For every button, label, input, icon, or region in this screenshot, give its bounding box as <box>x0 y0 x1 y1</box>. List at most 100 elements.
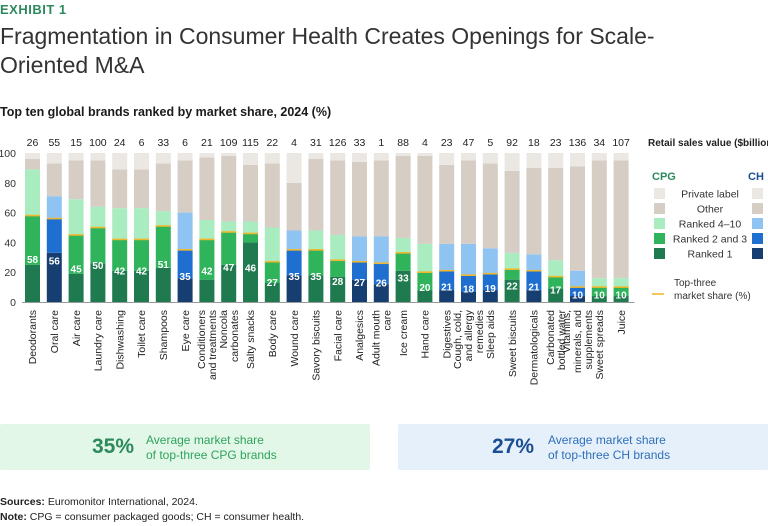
chart-subtitle: Top ten global brands ranked by market s… <box>0 105 332 119</box>
bar-segment <box>395 155 411 238</box>
top-three-share-label: 21 <box>528 282 540 293</box>
bar-segment <box>330 234 346 261</box>
retail-sales-label: 15 <box>70 137 82 149</box>
bar-segment <box>46 163 62 197</box>
top-three-share-label: 47 <box>223 263 235 274</box>
category-label-line: carbonates <box>229 310 241 362</box>
bar-segment <box>330 153 346 161</box>
bar-segment <box>439 243 455 271</box>
legend-swatch-ch <box>752 248 763 259</box>
category-label: Noncolacarbonates <box>218 310 241 362</box>
bar-segment <box>134 270 149 302</box>
category-label-line: remedies <box>474 310 486 353</box>
legend-swatch-cpg <box>654 188 665 199</box>
bar-segment <box>570 296 585 302</box>
category-label-line: Sweet spreads <box>594 310 606 379</box>
retail-sales-label: 4 <box>291 137 297 149</box>
top-three-share-label: 42 <box>201 267 213 278</box>
top-three-share-label: 10 <box>572 291 584 302</box>
bar-segment <box>308 275 324 302</box>
bar-segment <box>199 153 215 158</box>
bar-segment <box>286 249 302 276</box>
category-label: Adult mouthcare <box>370 310 393 366</box>
bar-segment <box>591 296 607 302</box>
category-label-line: Body care <box>267 310 279 357</box>
bar-segment <box>395 252 411 271</box>
bar-segment <box>417 290 433 302</box>
bar-segment <box>591 160 607 279</box>
bar-segment <box>221 155 237 222</box>
sources-note: Sources: Euromonitor International, 2024… <box>0 496 198 508</box>
bar-segment <box>264 261 280 283</box>
category-label: Sleep aids <box>485 310 497 359</box>
category-label-line: bottled water <box>556 310 568 371</box>
bar-segment <box>221 264 237 302</box>
category-label: Hand care <box>420 310 432 359</box>
bar-segment <box>330 276 346 302</box>
category-label-line: Toilet care <box>136 310 148 358</box>
bar-segment <box>199 220 215 240</box>
category-label-line: Deodorants <box>27 310 39 364</box>
legend-swatch-cpg <box>654 218 665 229</box>
bar-segment <box>264 153 280 164</box>
bar-segment <box>308 158 324 231</box>
category-label-line: Hand care <box>420 310 432 359</box>
legend-item-label: Private label <box>681 189 739 201</box>
retail-sales-label: 4 <box>422 137 428 149</box>
exhibit-label: EXHIBIT 1 <box>0 2 67 17</box>
legend-swatch-cpg <box>654 248 665 259</box>
retail-sales-label: 109 <box>220 137 238 149</box>
bar-segment <box>526 270 542 291</box>
sources-label: Sources: <box>0 496 45 508</box>
bar-segment <box>264 282 280 302</box>
bar-segment <box>46 153 62 164</box>
legend-swatch-cpg <box>654 233 665 244</box>
bar-segment <box>308 230 324 250</box>
top-three-share-label: 33 <box>398 273 410 284</box>
bar-segment <box>25 169 40 216</box>
bar-segment <box>352 236 367 262</box>
bar-segment <box>395 153 411 156</box>
bar-segment <box>352 261 367 280</box>
bar-segment <box>46 196 62 219</box>
retail-sales-label: 115 <box>242 137 259 149</box>
retail-sales-label: 23 <box>441 137 453 149</box>
bar-segment <box>548 288 564 302</box>
category-label-line: care <box>382 310 394 331</box>
bar-segment <box>25 153 40 159</box>
bar-segment <box>308 249 324 276</box>
bar-segment <box>46 218 62 253</box>
bar-segment <box>286 182 302 231</box>
legend-swatch-ch <box>752 203 763 214</box>
category-label-line: Air care <box>71 310 83 346</box>
category-label: Facial care <box>332 310 344 362</box>
legend-swatch-cpg <box>654 203 665 214</box>
top-three-share-label: 58 <box>27 255 39 266</box>
legend-swatch-ch <box>752 218 763 229</box>
top-three-share-label: 46 <box>245 264 257 275</box>
retail-sales-label: 1 <box>378 137 384 149</box>
bar-segment <box>373 236 389 264</box>
bar-segment <box>504 153 520 171</box>
bar-segment <box>352 161 367 237</box>
legend-item-label: Ranked 4–10 <box>679 219 742 231</box>
bar-segment <box>199 279 215 302</box>
category-label-line: Oral care <box>49 310 61 353</box>
category-label-line: Eye care <box>180 310 192 352</box>
bar-segment <box>25 158 40 170</box>
category-label-line: Vitamins, <box>561 310 573 353</box>
category-label: Dishwashing <box>114 310 126 370</box>
cpg-average-description: Average market share of top-three CPG br… <box>146 433 277 463</box>
bar-segment <box>134 239 149 271</box>
retail-sales-label: 126 <box>329 137 347 149</box>
retail-sales-label: 6 <box>139 137 145 149</box>
abbreviation-note: Note: CPG = consumer packaged goods; CH … <box>0 511 304 523</box>
bar-segment <box>46 252 62 302</box>
retail-sales-label: 92 <box>506 137 518 149</box>
bar-segment <box>439 153 455 165</box>
retail-sales-label: 31 <box>310 137 322 149</box>
bar-segment <box>155 226 171 268</box>
category-label-line: supplements <box>583 310 595 370</box>
bar-segment <box>199 239 215 280</box>
category-label-line: Sweet biscuits <box>507 310 519 377</box>
